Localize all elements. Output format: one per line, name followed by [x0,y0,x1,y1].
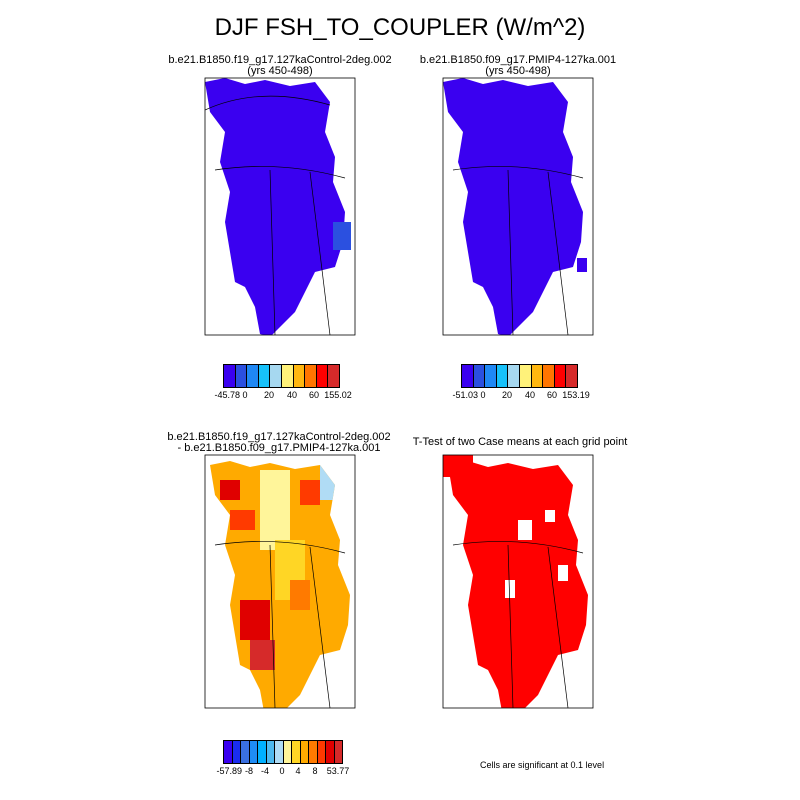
colorbar-label: 60 [308,390,320,400]
colorbar-label: 0 [279,766,285,776]
colorbar-label: 60 [546,390,558,400]
colorbar-box [519,365,532,387]
colorbar-box [293,365,306,387]
panel-4-map [443,455,588,708]
panel-3-case2: - b.e21.B1850.f09_g17.PMIP4-127ka.001 [177,442,381,454]
colorbar-box [531,365,544,387]
colorbar-box [241,741,250,763]
colorbar-label: 0 [480,390,486,400]
colorbar-box [300,741,309,763]
colorbar-label: 153.19 [562,390,590,400]
panel-2-map [443,78,587,335]
colorbar-box [317,741,326,763]
colorbar-label: -8 [244,766,254,776]
colorbar-label: 155.02 [324,390,352,400]
colorbar-box [232,741,241,763]
colorbar-box [473,365,486,387]
colorbar-box [305,365,317,387]
colorbar-box [275,741,284,763]
panel-4-title: T-Test of two Case means at each grid po… [412,436,628,448]
panel-2-case: b.e21.B1850.f09_g17.PMIP4-127ka.001 [419,54,617,66]
colorbar-box [224,365,236,387]
colorbar-box [326,741,335,763]
colorbar-label: 20 [263,390,275,400]
colorbar-box [566,365,577,387]
colorbar-box [485,365,497,387]
colorbar-label: 20 [501,390,513,400]
colorbar-box [508,365,520,387]
colorbar-box [266,741,275,763]
panel-1-colorbar [223,364,340,388]
panel-3-map [210,461,350,708]
significance-note: Cells are significant at 0.1 level [480,760,605,770]
colorbar-box [258,365,271,387]
colorbar-box [224,741,233,763]
panel-3-case: b.e21.B1850.f19_g17.127kaControl-2deg.00… [167,431,391,443]
colorbar-box [334,741,342,763]
panel-1-years: (yrs 450-498) [247,65,313,77]
colorbar-label: -4 [260,766,270,776]
colorbar-box [554,365,567,387]
colorbar-box [270,365,282,387]
panel-1-map [205,78,351,335]
colorbar-box [316,365,329,387]
panel-2-title: b.e21.B1850.f09_g17.PMIP4-127ka.001 (yrs… [412,55,624,77]
colorbar-box [496,365,509,387]
colorbar-box [462,365,474,387]
colorbar-label: 40 [524,390,536,400]
colorbar-label: -45.78 [214,390,240,400]
colorbar-label: 53.77 [326,766,350,776]
colorbar-label: -51.03 [452,390,478,400]
colorbar-label: -57.89 [216,766,242,776]
panel-2-years: (yrs 450-498) [485,65,551,77]
panel-2-colorbar [461,364,578,388]
colorbar-box [258,741,267,763]
colorbar-box [235,365,248,387]
colorbar-label: 4 [295,766,301,776]
colorbar-box [281,365,294,387]
colorbar-box [249,741,258,763]
figure-title: DJF FSH_TO_COUPLER (W/m^2) [214,14,586,41]
colorbar-box [283,741,292,763]
panel-1-title: b.e21.B1850.f19_g17.127kaControl-2deg.00… [158,55,402,77]
panel-3-colorbar [223,740,343,764]
colorbar-label: 8 [312,766,318,776]
colorbar-box [328,365,339,387]
colorbar-label: 40 [286,390,298,400]
panel-3-title: b.e21.B1850.f19_g17.127kaControl-2deg.00… [158,432,400,454]
colorbar-box [543,365,555,387]
colorbar-box [292,741,301,763]
panel-1-case: b.e21.B1850.f19_g17.127kaControl-2deg.00… [168,54,392,66]
colorbar-label: 0 [242,390,248,400]
colorbar-box [247,365,259,387]
colorbar-box [309,741,318,763]
